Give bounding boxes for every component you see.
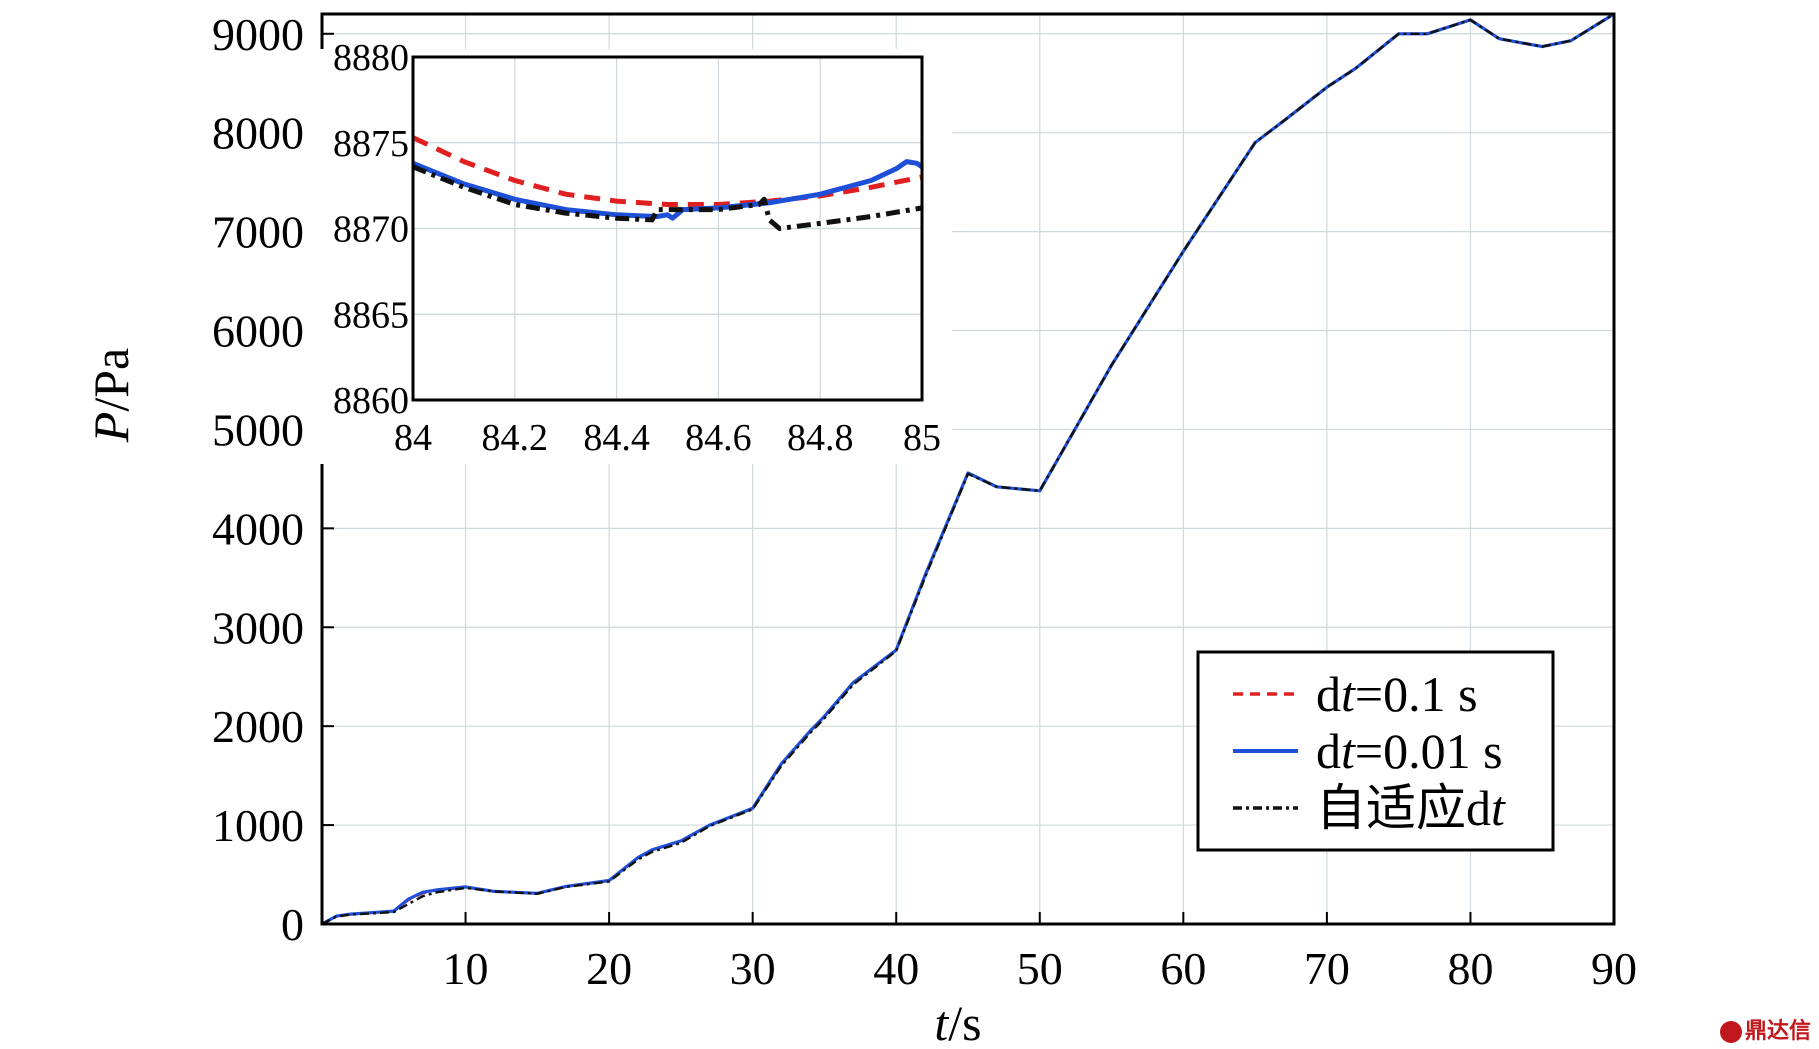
y-tick-label: 9000 [212,9,304,60]
main-series-lines [321,12,1615,926]
inset-plot-frame [411,55,924,402]
x-tick-label: 80 [1447,943,1493,994]
watermark-logo-icon [1719,1021,1742,1043]
inset-tick-labels: 84 84.2 84.4 84.6 84.8 85 8860 8865 8870 8875 8880 [333,37,941,459]
y-tick-label: 6000 [212,306,304,357]
x-axis-label: t/s [934,995,981,1049]
x-tick-label: 50 [1017,943,1063,994]
x-axis-label-italic: t [934,995,949,1049]
inset-y-tick-label: 8865 [333,294,409,336]
inset-x-tick-label: 84.8 [787,417,854,459]
inset-x-tick-label: 85 [903,417,941,459]
x-tick-label: 40 [873,943,919,994]
main-plot-frame [320,12,1616,926]
inset-series-line-2 [412,159,924,221]
main-grid [322,14,1615,925]
y-tick-label: 3000 [212,602,304,653]
y-tick-label: 1000 [212,800,304,851]
inset-y-tick-label: 8870 [333,209,409,251]
inset-y-tick-label: 8860 [333,380,409,422]
x-tick-label: 60 [1160,943,1206,994]
x-tick-label: 10 [443,943,489,994]
y-tick-label: 4000 [212,503,304,554]
x-tick-label: 90 [1591,943,1637,994]
inset-x-tick-label: 84 [394,417,432,459]
x-axis-label-unit: /s [948,995,981,1049]
inset-background [318,49,952,464]
y-tick-label: 0 [281,899,304,950]
inset-series-lines [411,135,924,231]
legend-label-2: dt=0.01 s [1316,723,1503,779]
inset-series-line-1 [411,135,923,207]
x-tick-label: 20 [586,943,632,994]
inset-series-line-3 [412,164,923,231]
inset-y-tick-label: 8880 [333,37,409,79]
inset-y-tick-label: 8875 [333,123,409,165]
y-axis-label: P/Pa [83,348,139,443]
inset-x-tick-label: 84.4 [583,417,650,459]
y-axis-label-unit: /Pa [83,348,139,412]
series-line-2 [321,12,1615,926]
watermark: 鼎达信 [1719,1013,1811,1045]
inset-x-tick-label: 84.2 [482,417,549,459]
legend-label-3: 自适应dt [1316,780,1506,836]
series-line-3 [321,12,1615,926]
y-tick-label: 2000 [212,701,304,752]
x-tick-label: 30 [730,943,776,994]
y-tick-label: 5000 [212,404,304,455]
main-tick-labels: 10 20 30 40 50 60 70 80 90 0 1000 2000 3000 4000 5000 6… [212,9,1637,994]
x-tick-label: 70 [1304,943,1350,994]
watermark-text: 鼎达信 [1744,1019,1811,1044]
y-tick-label: 7000 [212,207,304,258]
y-tick-label: 8000 [212,108,304,159]
legend-label-1: dt=0.1 s [1316,666,1478,722]
y-axis-label-italic: P [83,412,139,444]
inset-x-tick-label: 84.6 [685,417,752,459]
